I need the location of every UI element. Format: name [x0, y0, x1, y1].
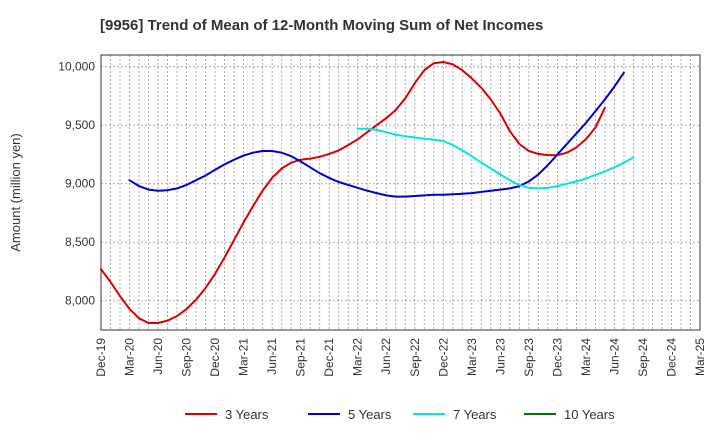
series-line-5-years — [128, 71, 625, 198]
y-tick-label: 8,500 — [65, 235, 95, 249]
x-tick-label: Mar-21 — [237, 338, 251, 376]
plot-border — [100, 54, 701, 331]
legend-label: 10 Years — [564, 407, 615, 422]
x-tick-label: Dec-21 — [322, 338, 336, 377]
legend-label: 5 Years — [348, 407, 392, 422]
x-tick-label: Jun-20 — [151, 338, 165, 375]
x-tick-label: Sep-21 — [294, 338, 308, 377]
y-tick-label: 10,000 — [58, 60, 95, 74]
x-tick-label: Mar-25 — [693, 338, 707, 376]
x-tick-label: Sep-23 — [522, 338, 536, 377]
x-tick-label: Dec-20 — [208, 338, 222, 377]
x-tick-label: Mar-22 — [351, 338, 365, 376]
x-tick-label: Sep-22 — [408, 338, 422, 377]
x-tick-label: Jun-23 — [493, 338, 507, 375]
y-tick-labels: 8,000 8,500 9,000 9,500 10,000 — [58, 60, 95, 308]
series-line-3-years — [100, 61, 606, 324]
x-tick-label: Dec-22 — [436, 338, 450, 377]
legend-label: 3 Years — [225, 407, 269, 422]
x-tick-label: Dec-19 — [94, 338, 108, 377]
x-tick-label: Sep-24 — [636, 338, 650, 377]
plot-frame — [100, 54, 701, 331]
x-tick-label: Jun-21 — [265, 338, 279, 375]
x-tick-labels: Dec-19 Mar-20 Jun-20 Sep-20 Dec-20 Mar-21 Jun-… — [94, 338, 707, 377]
y-tick-label: 8,000 — [65, 294, 95, 308]
x-tick-label: Sep-20 — [180, 338, 194, 377]
legend: 3 Years 5 Years 7 Years 10 Years — [185, 407, 615, 422]
y-axis-title: Amount (million yen) — [8, 133, 23, 252]
series-line-7-years — [356, 127, 635, 190]
x-tick-label: Dec-23 — [550, 338, 564, 377]
x-tick-label: Jun-24 — [607, 338, 621, 375]
chart-title: [9956] Trend of Mean of 12-Month Moving … — [100, 17, 543, 34]
grid — [101, 55, 700, 330]
legend-label: 7 Years — [453, 407, 497, 422]
y-tick-label: 9,000 — [65, 177, 95, 191]
x-tick-label: Mar-24 — [579, 338, 593, 376]
x-tick-label: Jun-22 — [379, 338, 393, 375]
x-tick-label: Mar-23 — [465, 338, 479, 376]
x-tick-label: Mar-20 — [123, 338, 137, 376]
series-lines — [100, 61, 635, 324]
y-tick-label: 9,500 — [65, 118, 95, 132]
x-tick-label: Dec-24 — [664, 338, 678, 377]
